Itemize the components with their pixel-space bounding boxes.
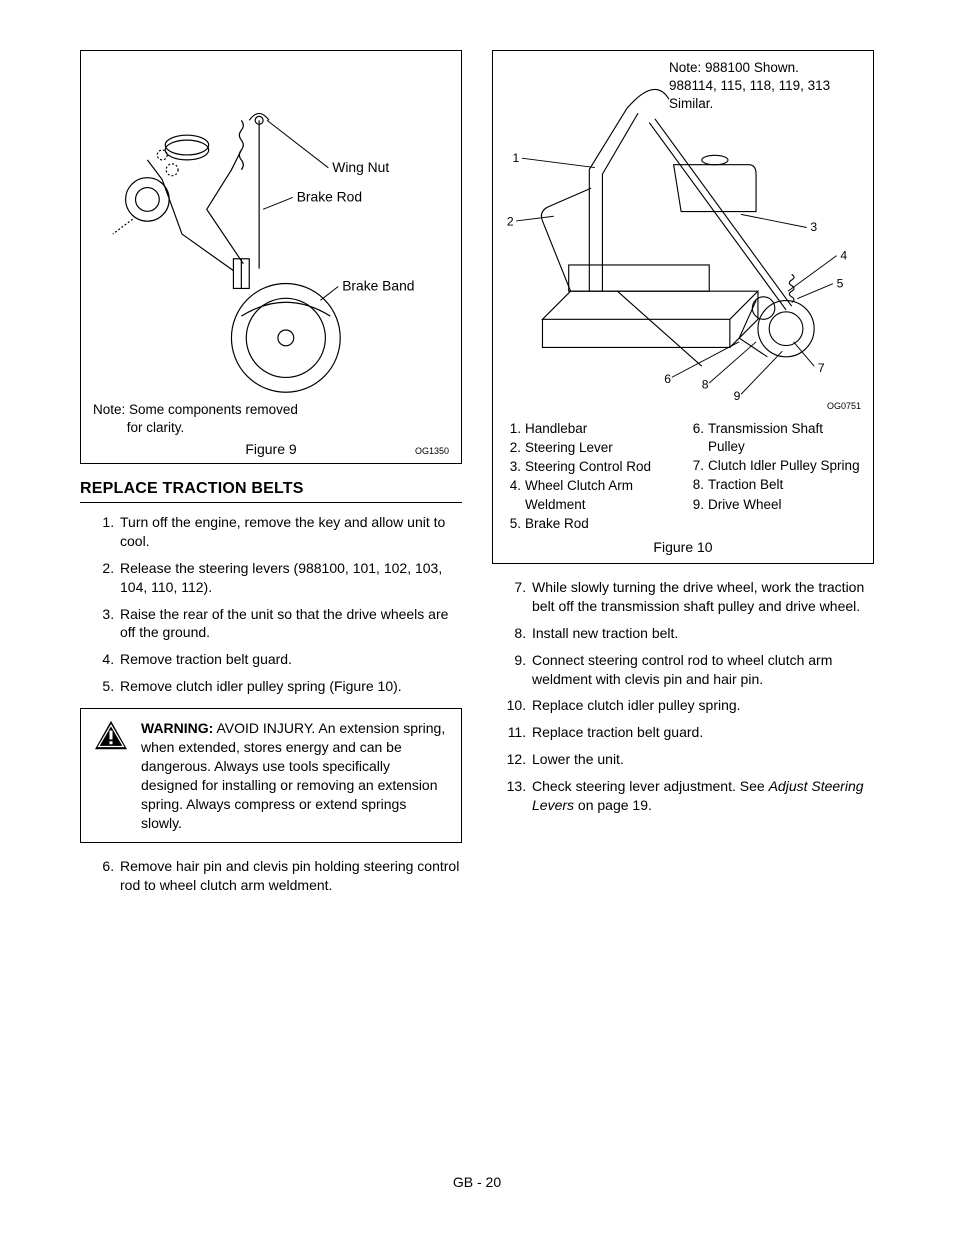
step-item: Replace clutch idler pulley spring. <box>530 696 874 715</box>
step-item: Turn off the engine, remove the key and … <box>118 513 462 551</box>
legend-item: 4.Wheel Clutch Arm Weldment <box>505 477 678 513</box>
legend-item: 7.Clutch Idler Pulley Spring <box>688 457 861 475</box>
step-item: Connect steering control rod to wheel cl… <box>530 651 874 689</box>
step-item: Release the steering levers (988100, 101… <box>118 559 462 597</box>
step-item: Remove traction belt guard. <box>118 650 462 669</box>
steps-list-a: Turn off the engine, remove the key and … <box>80 513 462 696</box>
label-brake-rod: Brake Rod <box>297 188 362 204</box>
callout-1: 1 <box>512 151 519 165</box>
step-item: Replace traction belt guard. <box>530 723 874 742</box>
page-footer: GB - 20 <box>80 1173 874 1192</box>
section-heading: REPLACE TRACTION BELTS <box>80 478 462 503</box>
label-brake-band: Brake Band <box>342 277 414 293</box>
callout-8: 8 <box>702 378 709 392</box>
step-item: Remove clutch idler pulley spring (Figur… <box>118 677 462 696</box>
legend-item: 2.Steering Lever <box>505 439 678 457</box>
label-wing-nut: Wing Nut <box>332 159 389 175</box>
step-item: While slowly turning the drive wheel, wo… <box>530 578 874 616</box>
warning-box: WARNING: AVOID INJURY. An extension spri… <box>80 708 462 843</box>
right-column: Note: 988100 Shown. 988114, 115, 118, 11… <box>492 50 874 903</box>
legend-item: 6.Transmission Shaft Pulley <box>688 420 861 456</box>
page-columns: Wing Nut Brake Rod Brake Band Note: Some… <box>80 50 874 903</box>
figure-10-code: OG0751 <box>505 400 861 412</box>
legend-item: 9.Drive Wheel <box>688 496 861 514</box>
step-item: Install new traction belt. <box>530 624 874 643</box>
legend-item: 8.Traction Belt <box>688 476 861 494</box>
legend-left-col: 1.Handlebar2.Steering Lever3.Steering Co… <box>505 420 678 534</box>
callout-9: 9 <box>734 389 741 403</box>
left-column: Wing Nut Brake Rod Brake Band Note: Some… <box>80 50 462 903</box>
legend-item: 1.Handlebar <box>505 420 678 438</box>
legend-item: 3.Steering Control Rod <box>505 458 678 476</box>
figure-9-illustration: Wing Nut Brake Rod Brake Band <box>93 61 449 397</box>
step-item: Remove hair pin and clevis pin holding s… <box>118 857 462 895</box>
warning-icon <box>93 719 129 756</box>
figure-9-note-line2: for clarity. <box>127 420 185 435</box>
figure-10-top-note: Note: 988100 Shown. 988114, 115, 118, 11… <box>669 59 859 114</box>
steps-list-right: While slowly turning the drive wheel, wo… <box>492 578 874 815</box>
step-item: Check steering lever adjustment. See Adj… <box>530 777 874 815</box>
callout-5: 5 <box>837 276 844 290</box>
callout-3: 3 <box>810 220 817 234</box>
warning-label: WARNING: <box>141 720 213 736</box>
figure-10-box: Note: 988100 Shown. 988114, 115, 118, 11… <box>492 50 874 564</box>
step-item: Lower the unit. <box>530 750 874 769</box>
figure-9-note-line1: Note: Some components removed <box>93 402 298 417</box>
figure-10-topnote-1: Note: 988100 Shown. <box>669 60 799 75</box>
warning-body: AVOID INJURY. An extension spring, when … <box>141 720 445 830</box>
callout-2: 2 <box>507 215 514 229</box>
callout-6: 6 <box>664 372 671 386</box>
step-item: Raise the rear of the unit so that the d… <box>118 605 462 643</box>
figure-10-caption: Figure 10 <box>505 538 861 557</box>
figure-10-legend: 1.Handlebar2.Steering Lever3.Steering Co… <box>505 420 861 534</box>
figure-9-note: Note: Some components removed for clarit… <box>93 401 449 436</box>
steps-list-b: Remove hair pin and clevis pin holding s… <box>80 857 462 895</box>
figure-10-topnote-2: 988114, 115, 118, 119, 313 Similar. <box>669 78 830 111</box>
legend-right-col: 6.Transmission Shaft Pulley7.Clutch Idle… <box>688 420 861 534</box>
warning-text: WARNING: AVOID INJURY. An extension spri… <box>141 719 449 832</box>
callout-7: 7 <box>818 361 825 375</box>
legend-item: 5.Brake Rod <box>505 515 678 533</box>
figure-9-box: Wing Nut Brake Rod Brake Band Note: Some… <box>80 50 462 464</box>
callout-4: 4 <box>840 248 847 262</box>
